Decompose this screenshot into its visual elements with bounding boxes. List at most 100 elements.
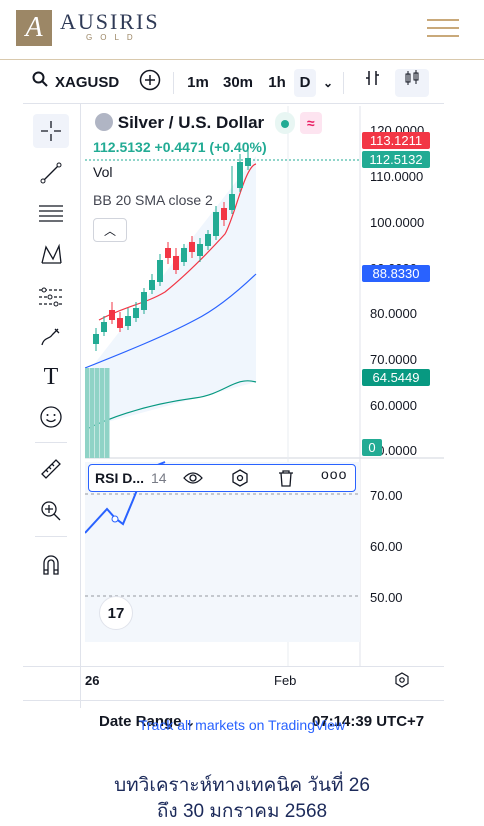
- upper-band-label: 88.8330: [362, 265, 430, 282]
- price-axis-label: 80.0000: [370, 306, 417, 321]
- price-chart[interactable]: Silver / U.S. Dollar ≈ 112.5132 +0.4471 …: [85, 106, 444, 666]
- volume-bar: [105, 368, 110, 458]
- candle-body: [237, 162, 243, 188]
- volume-bar: [90, 368, 95, 458]
- site-header: A AUSIRIS GOLD: [0, 0, 484, 60]
- drawing-toolbar: T: [23, 104, 81, 708]
- rsi-axis-label: 50.00: [370, 590, 403, 605]
- chart-settings-icon[interactable]: [394, 672, 410, 693]
- interval-1m[interactable]: 1m: [187, 74, 209, 91]
- eye-icon[interactable]: [183, 469, 203, 490]
- candle-body: [189, 242, 195, 252]
- volume-bar: [95, 368, 100, 458]
- candles-icon[interactable]: [395, 69, 429, 97]
- date-range-button[interactable]: Date Range ⌄: [99, 713, 195, 730]
- crosshair-icon[interactable]: [33, 114, 69, 148]
- candle-body: [221, 208, 227, 220]
- hamburger-menu-icon[interactable]: [427, 17, 459, 39]
- candle-body: [109, 310, 115, 320]
- more-icon[interactable]: ooo: [321, 466, 348, 482]
- upper-band-line: [98, 163, 257, 321]
- lower-band-line: [85, 380, 257, 431]
- candle-body: [173, 256, 179, 270]
- bar-chart-icon[interactable]: [359, 69, 387, 97]
- price-axis-label: 70.0000: [370, 352, 417, 367]
- candle-body: [149, 280, 155, 290]
- price-axis-label: 100.0000: [370, 215, 425, 230]
- brush-icon[interactable]: [33, 320, 69, 354]
- bottom-bar: Date Range ⌄ 07:14:39 UTC+7: [23, 700, 444, 740]
- tradingview-logo-icon[interactable]: 17: [99, 596, 133, 630]
- search-icon[interactable]: [31, 69, 49, 97]
- rsi-length: 14: [151, 470, 167, 486]
- trash-icon[interactable]: [278, 469, 294, 490]
- divider: [35, 536, 67, 537]
- time-axis[interactable]: 26 Feb: [23, 666, 444, 692]
- basis-line: [85, 273, 257, 369]
- legend-title[interactable]: Silver / U.S. Dollar ≈: [95, 112, 322, 134]
- symbol-title: Silver / U.S. Dollar: [117, 113, 265, 132]
- legend-vol[interactable]: Vol: [93, 164, 113, 180]
- fib-retracement-icon[interactable]: [33, 196, 69, 230]
- brand-logo[interactable]: A: [16, 10, 52, 46]
- divider: [35, 442, 67, 443]
- legend-price: 112.5132: [93, 139, 151, 155]
- chart-toolbar: XAGUSD 1m 30m 1h D ⌄: [23, 62, 444, 104]
- chart-canvas[interactable]: [85, 106, 444, 666]
- trend-line-icon[interactable]: [33, 156, 69, 190]
- interval-d[interactable]: D: [294, 69, 316, 97]
- price-axis-label: 110.0000: [370, 169, 424, 184]
- volume-bar: [100, 368, 105, 458]
- chevron-down-icon: ⌄: [185, 717, 195, 729]
- candle-body: [213, 212, 219, 236]
- lower-band-label: 64.5449: [362, 369, 430, 386]
- compare-add-icon[interactable]: [137, 69, 163, 97]
- candle-body: [133, 308, 139, 318]
- date-range-label: Date Range: [99, 713, 182, 730]
- candle-body: [157, 260, 163, 282]
- candle-body: [141, 292, 147, 310]
- candle-body: [245, 158, 251, 166]
- high-price-label: 113.1211: [362, 132, 430, 149]
- chevron-down-icon[interactable]: ⌄: [322, 76, 334, 90]
- symbol-logo-icon: [95, 113, 113, 131]
- ruler-icon[interactable]: [33, 452, 69, 486]
- magnet-icon[interactable]: [33, 548, 69, 582]
- timezone-clock[interactable]: 07:14:39 UTC+7: [312, 713, 425, 730]
- zoom-in-icon[interactable]: [33, 494, 69, 528]
- time-axis-label: 26: [85, 673, 100, 688]
- brand-name[interactable]: AUSIRIS: [60, 9, 160, 34]
- emoji-icon[interactable]: [33, 400, 69, 434]
- data-problem-icon[interactable]: ≈: [299, 112, 322, 134]
- last-price-label: 112.5132: [362, 151, 430, 168]
- settings-icon[interactable]: [231, 469, 249, 490]
- legend-change: +0.4471: [154, 139, 206, 155]
- pattern-icon[interactable]: [33, 238, 69, 272]
- candle-body: [165, 248, 171, 258]
- prediction-icon[interactable]: [33, 280, 69, 314]
- rsi-name[interactable]: RSI D...: [95, 470, 145, 486]
- tradingview-widget: XAGUSD 1m 30m 1h D ⌄: [23, 62, 444, 730]
- brand-sub: GOLD: [86, 33, 141, 42]
- candle-body: [101, 322, 107, 332]
- article-title-line-2: ถึง 30 มกราคม 2568: [156, 801, 328, 822]
- candle-body: [197, 244, 203, 256]
- interval-30m[interactable]: 30m: [222, 74, 254, 91]
- rsi-legend[interactable]: RSI D... 14 ooo: [88, 464, 356, 492]
- track-markets-link[interactable]: Track all markets on TradingView: [138, 717, 346, 733]
- candle-body: [125, 316, 131, 326]
- legend-bb[interactable]: BB 20 SMA close 2: [93, 192, 213, 208]
- candle-body: [93, 334, 99, 344]
- rsi-point: [111, 515, 119, 523]
- candle-body: [181, 248, 187, 262]
- volume-label: 0: [362, 439, 382, 456]
- price-axis-label: 60.0000: [370, 398, 417, 413]
- legend-change-pct: (+0.40%): [209, 139, 267, 155]
- candle-body: [205, 234, 211, 246]
- symbol-search[interactable]: XAGUSD: [55, 74, 120, 91]
- interval-1h[interactable]: 1h: [268, 74, 286, 91]
- market-status-badge[interactable]: [274, 112, 295, 134]
- divider: [343, 72, 344, 94]
- collapse-legend-icon[interactable]: ︿: [93, 218, 127, 242]
- text-tool-icon[interactable]: T: [43, 363, 59, 390]
